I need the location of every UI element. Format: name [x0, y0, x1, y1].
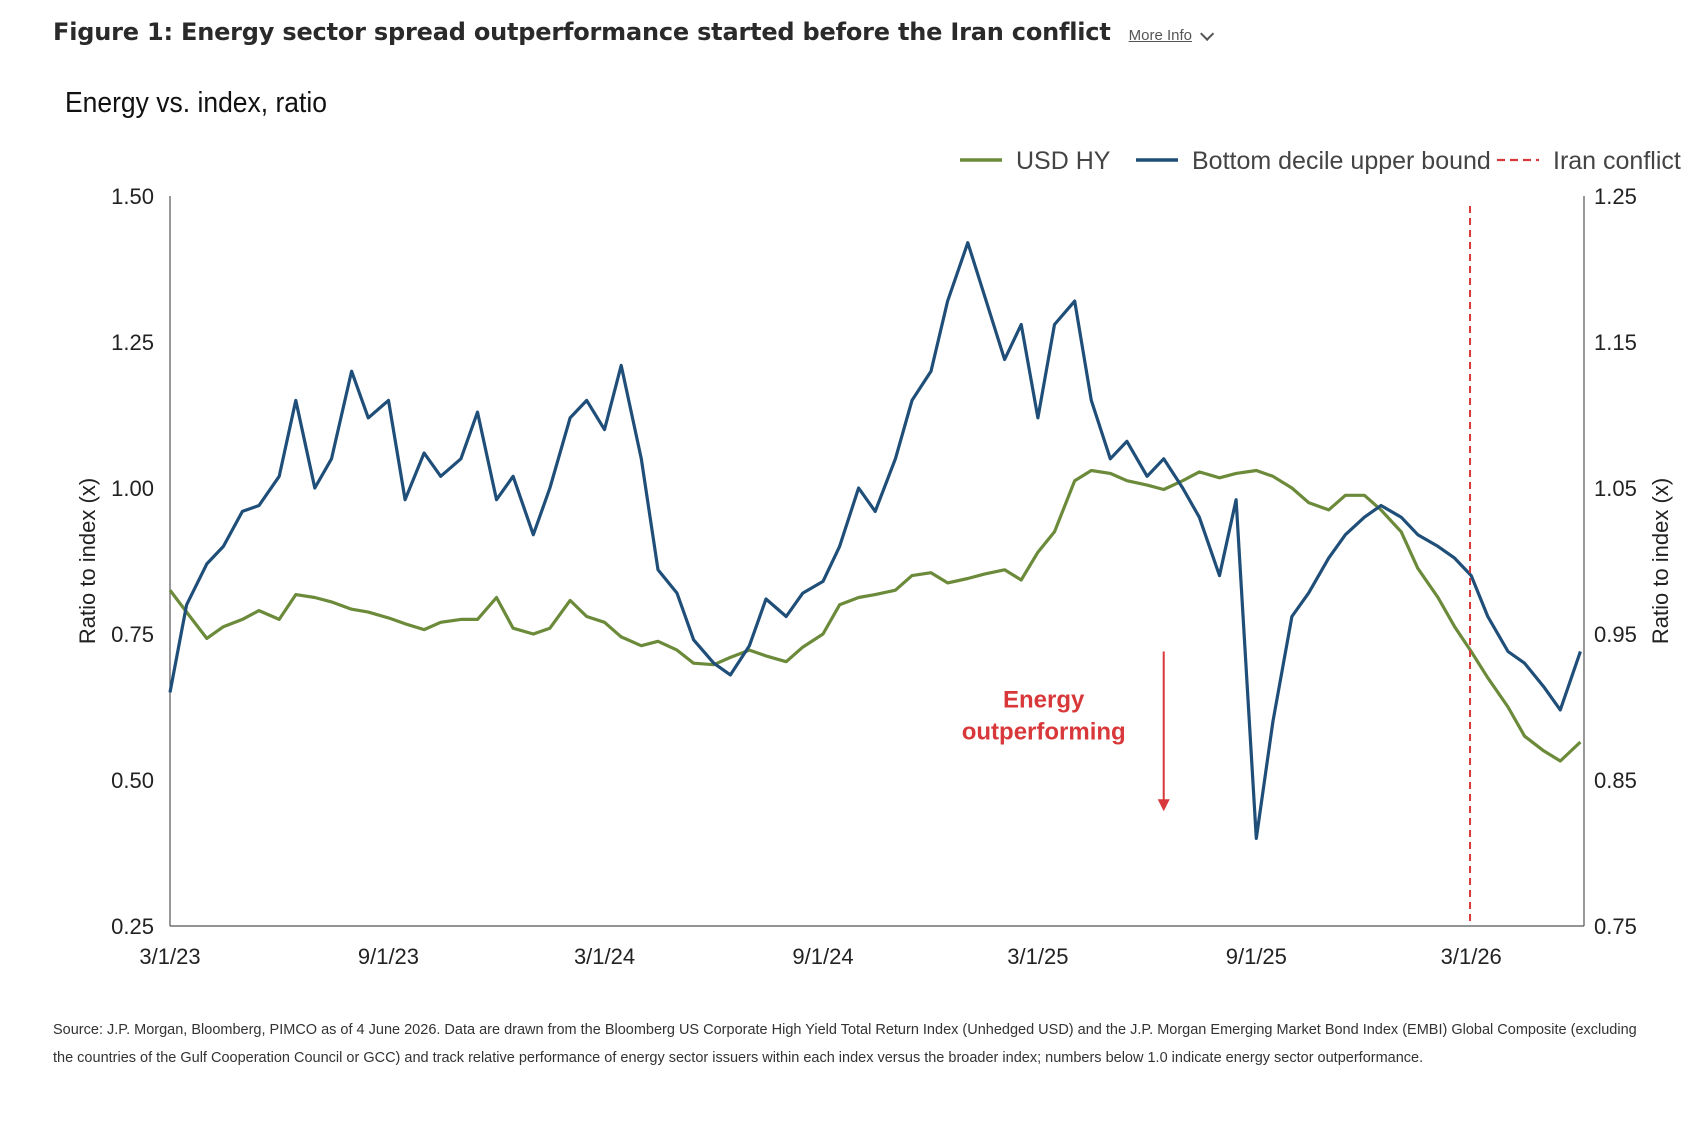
annotation-text-line1: Energy — [1003, 687, 1085, 714]
y-left-tick-label: 1.25 — [111, 330, 154, 355]
x-tick-label: 3/1/23 — [139, 944, 200, 969]
y-left-tick-label: 1.00 — [111, 476, 154, 501]
chart-axes: 1.50 1.25 1.00 0.75 0.50 0.25 1.25 1.15 1.05 0.95… — [75, 184, 1673, 969]
x-tick-label: 3/1/24 — [574, 944, 635, 969]
figure-header: Figure 1: Energy sector spread outperfor… — [53, 18, 1215, 46]
x-tick-label: 9/1/23 — [358, 944, 419, 969]
y-right-tick-label: 1.25 — [1594, 184, 1637, 209]
source-note: Source: J.P. Morgan, Bloomberg, PIMCO as… — [53, 1022, 1637, 1066]
line-chart: Energy vs. index, ratio USD HY Bottom dec… — [65, 87, 1681, 969]
chart-title: Energy vs. index, ratio — [65, 87, 327, 119]
x-tick-label: 3/1/26 — [1441, 944, 1502, 969]
more-info-link[interactable]: More Info — [1128, 26, 1215, 44]
annotation-text-line2: outperforming — [962, 719, 1126, 746]
figure-title: Figure 1: Energy sector spread outperfor… — [53, 18, 1111, 46]
chevron-down-icon — [1200, 26, 1215, 41]
series-line-bottom-decile — [168, 241, 1582, 841]
y-left-axis-title: Ratio to index (x) — [75, 478, 100, 644]
chart-annotation: Energy outperforming — [962, 651, 1170, 812]
chart-legend: USD HY Bottom decile upper bound Iran conf… — [960, 147, 1681, 175]
x-tick-label: 3/1/25 — [1007, 944, 1068, 969]
legend-iran-conflict-label: Iran conflict — [1553, 147, 1681, 175]
y-right-tick-label: 1.15 — [1594, 330, 1637, 355]
y-left-tick-label: 0.25 — [111, 914, 154, 939]
y-left-tick-label: 1.50 — [111, 184, 154, 209]
y-right-tick-label: 0.85 — [1594, 768, 1637, 793]
legend-bottom-decile-label: Bottom decile upper bound — [1192, 147, 1491, 175]
x-tick-label: 9/1/25 — [1226, 944, 1287, 969]
y-left-tick-label: 0.75 — [111, 622, 154, 647]
y-right-tick-label: 1.05 — [1594, 476, 1637, 501]
y-right-tick-label: 0.75 — [1594, 914, 1637, 939]
x-tick-label: 9/1/24 — [792, 944, 853, 969]
legend-usd-hy-label: USD HY — [1016, 147, 1111, 175]
y-right-tick-label: 0.95 — [1594, 622, 1637, 647]
annotation-arrow-head — [1157, 799, 1170, 812]
more-info-label: More Info — [1128, 27, 1192, 44]
y-left-tick-label: 0.50 — [111, 768, 154, 793]
plot-area — [168, 206, 1582, 926]
y-right-axis-title: Ratio to index (x) — [1648, 478, 1673, 644]
series-line-usd-hy — [168, 468, 1582, 763]
